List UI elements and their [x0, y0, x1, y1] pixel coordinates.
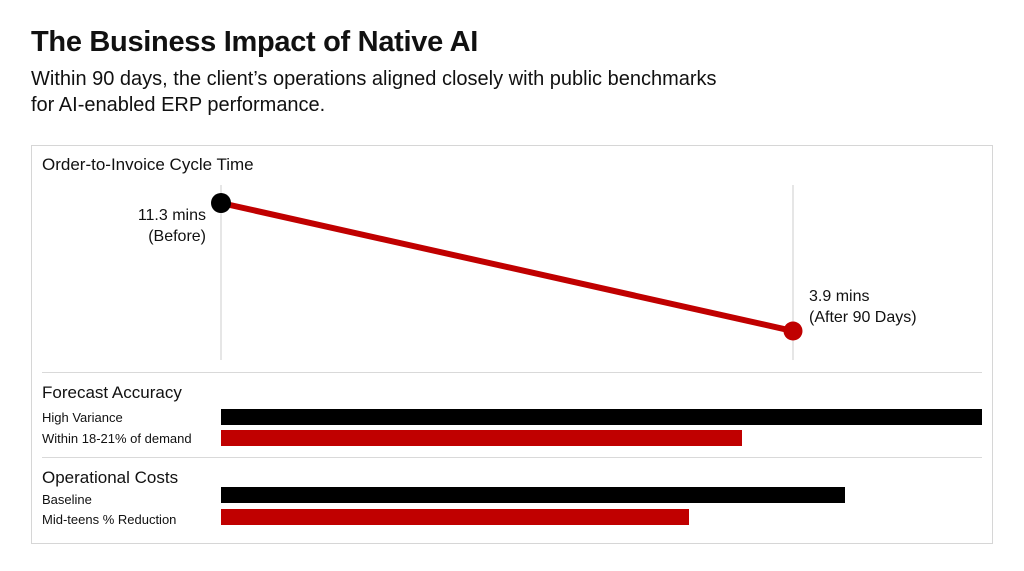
after-note: (After 90 Days) — [809, 309, 917, 327]
bar-label: High Variance — [42, 410, 123, 425]
operational-costs-title: Operational Costs — [42, 468, 179, 487]
forecast-high-variance-bar — [221, 409, 982, 425]
costs-baseline-bar — [221, 487, 846, 503]
divider — [42, 372, 982, 373]
forecast-within-demand-bar — [221, 430, 743, 446]
bar-label: Mid-teens % Reduction — [42, 512, 177, 527]
trend-line — [220, 200, 794, 334]
after-point — [783, 321, 803, 341]
before-label: 11.3 mins (Before) — [110, 205, 206, 247]
before-point — [211, 193, 231, 213]
costs-reduction-bar — [221, 509, 689, 525]
after-label: 3.9 mins (After 90 Days) — [809, 286, 917, 328]
chart-panel — [31, 145, 993, 544]
page-title: The Business Impact of Native AI — [31, 26, 478, 58]
bar-label: Baseline — [42, 492, 92, 507]
bar-label: Within 18-21% of demand — [42, 431, 192, 446]
forecast-accuracy-title: Forecast Accuracy — [42, 383, 182, 402]
before-note: (Before) — [148, 228, 206, 245]
after-value: 3.9 mins — [809, 288, 870, 306]
cycle-time-title: Order-to-Invoice Cycle Time — [42, 155, 254, 174]
before-value: 11.3 mins — [137, 207, 206, 224]
divider — [42, 457, 982, 458]
page-subtitle: Within 90 days, the client’s operations … — [31, 68, 717, 116]
